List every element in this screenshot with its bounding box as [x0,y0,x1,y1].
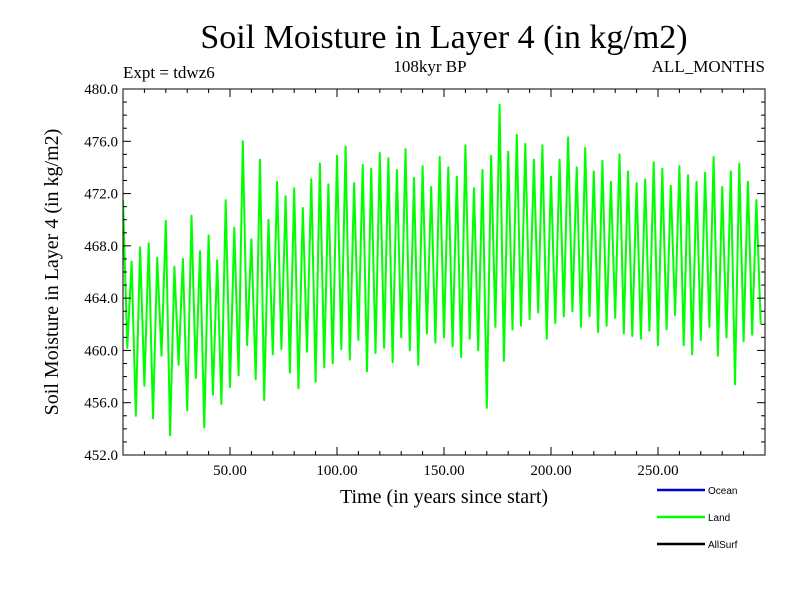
x-tick-label: 250.00 [637,463,678,479]
x-tick-label: 200.00 [530,463,571,479]
chart-subtitle-left: Expt = tdwz6 [123,63,215,82]
series-line-land [123,103,762,437]
y-axis: 452.0 456.0 460.0 464.0 468.0 472.0 476.0 480.0 [84,82,765,464]
y-tick-label: 476.0 [84,134,118,150]
x-tick-label: 50.00 [213,463,247,479]
chart-subtitle-right: ALL_MONTHS [652,57,765,76]
chart-title: Soil Moisture in Layer 4 (in kg/m2) [200,19,687,56]
y-tick-label: 456.0 [84,396,118,412]
x-axis: 50.00 100.00 150.00 200.00 250.00 [143,89,745,479]
x-tick-label: 100.00 [316,463,357,479]
plot-area [122,88,766,456]
y-tick-label: 464.0 [84,291,118,307]
legend: Ocean Land AllSurf [657,486,738,551]
y-tick-label: 468.0 [84,239,118,255]
y-tick-label: 480.0 [84,82,118,98]
legend-label-land: Land [708,513,730,524]
y-tick-label: 460.0 [84,343,118,359]
chart-subtitle-center: 108kyr BP [393,57,466,76]
legend-label-ocean: Ocean [708,486,737,497]
y-axis-label: Soil Moisture in Layer 4 (in kg/m2) [41,129,63,416]
x-tick-label: 150.00 [423,463,464,479]
y-tick-label: 472.0 [84,187,118,203]
y-tick-label: 452.0 [84,448,118,464]
legend-label-allsurf: AllSurf [708,540,738,551]
x-axis-label: Time (in years since start) [340,486,548,508]
